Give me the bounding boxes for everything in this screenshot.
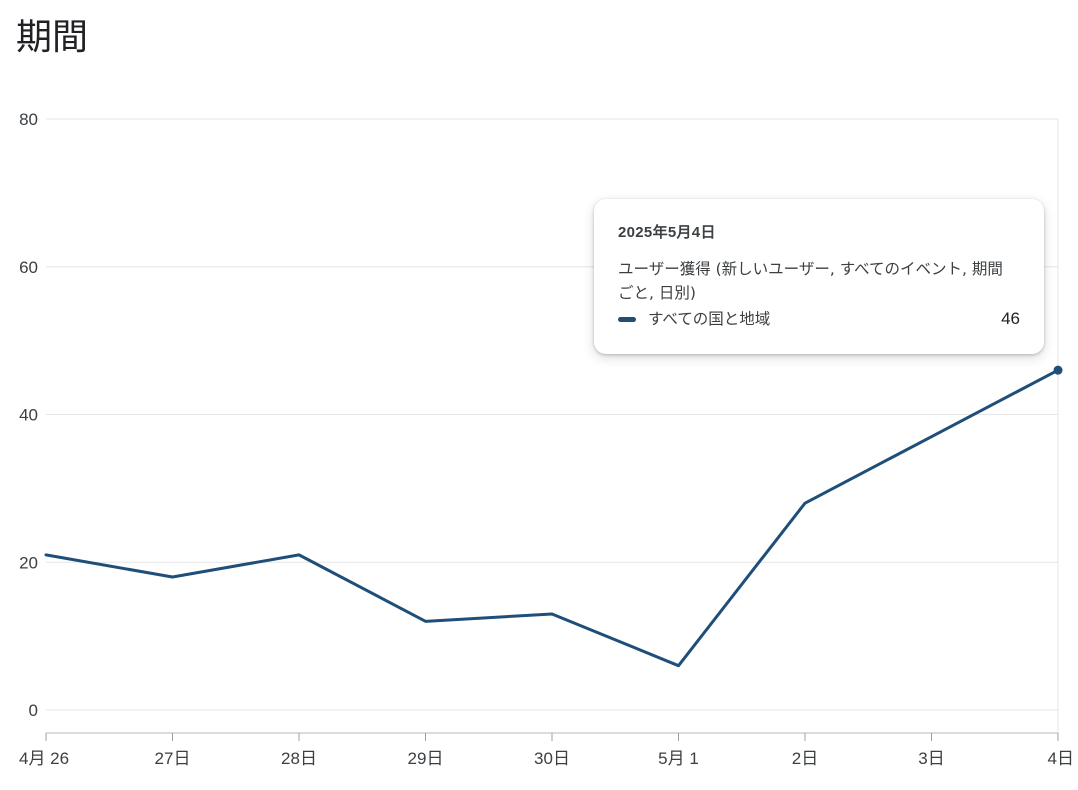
tooltip-metric: ユーザー獲得 (新しいユーザー, すべてのイベント, 期間ごと, 日別): [618, 260, 1003, 302]
y-tick-label: 0: [29, 701, 38, 720]
gridlines: [46, 118, 1059, 734]
x-tick-label: 2日: [792, 749, 818, 768]
y-tick-label: 20: [19, 553, 38, 572]
tooltip-date: 2025年5月4日: [618, 224, 716, 241]
x-tick-label: 27日: [155, 749, 191, 768]
series-layer: [44, 365, 1063, 668]
data-tooltip: 2025年5月4日 ユーザー獲得 (新しいユーザー, すべてのイベント, 期間ご…: [594, 199, 1044, 354]
x-tick-label: 28日: [281, 749, 317, 768]
tooltip-series-row: すべての国と地域 46: [618, 307, 1020, 331]
tooltip-series-label: すべての国と地域: [648, 310, 771, 328]
y-tick-label: 60: [19, 258, 38, 277]
x-axis-ticks: 4月 26 27日 28日 29日 30日 5月 1 2日 3日 4日: [19, 733, 1074, 768]
y-tick-label: 40: [19, 406, 38, 425]
series-line: [44, 368, 1060, 668]
page-title: 期間: [16, 17, 89, 58]
x-tick-label: 4月 26: [19, 749, 69, 768]
x-tick-label: 29日: [408, 749, 444, 768]
highlighted-point[interactable]: [1053, 365, 1063, 375]
tooltip-value: 46: [1001, 309, 1020, 328]
y-tick-label: 80: [19, 110, 38, 129]
x-tick-label: 4日: [1048, 749, 1074, 768]
y-axis-ticks: 0 20 40 60 80: [19, 110, 38, 720]
x-tick-label: 5月 1: [658, 749, 699, 768]
x-tick-label: 30日: [534, 749, 570, 768]
x-tick-label: 3日: [918, 749, 944, 768]
series-swatch: [618, 316, 636, 322]
